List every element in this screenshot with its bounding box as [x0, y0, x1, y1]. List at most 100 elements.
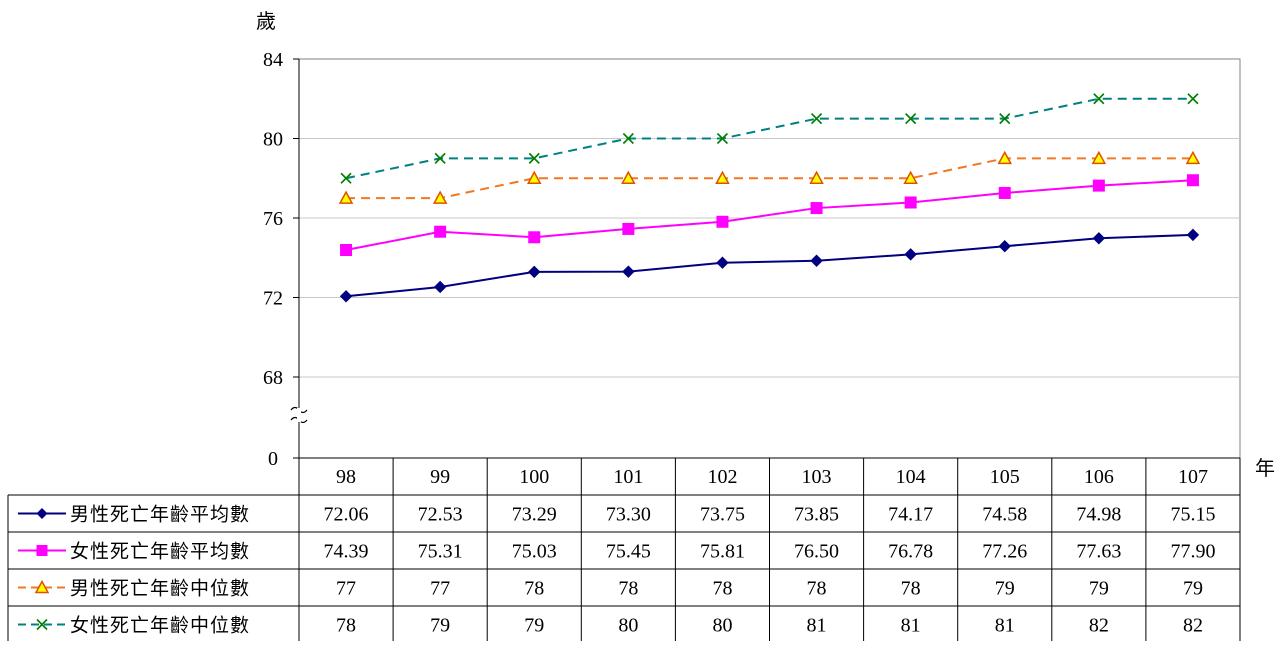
data-label: 78: [524, 578, 544, 600]
y-tick-label: 84: [263, 49, 283, 71]
series-3-point-8: [1093, 93, 1105, 105]
series-0-point-4: [716, 256, 729, 269]
data-label: 79: [995, 578, 1015, 600]
series-1-point-4: [716, 215, 729, 228]
series-0-point-5: [810, 254, 823, 267]
series-0-point-6: [904, 248, 917, 261]
series-line-2: [346, 157, 1193, 200]
series-0-point-0: [339, 290, 353, 303]
data-label: 75.45: [606, 541, 651, 563]
y-axis-unit-label: 歲: [256, 10, 276, 33]
legend-series-name: 男性死亡年齡平均數: [70, 504, 250, 526]
data-label: 79: [1089, 578, 1109, 600]
data-label: 73.30: [606, 504, 651, 526]
legend-key-marker-0: [36, 508, 48, 519]
data-label: 81: [995, 615, 1015, 637]
series-2-point-1: [432, 190, 448, 204]
series-2-point-2: [526, 170, 542, 184]
data-label: 77.90: [1170, 541, 1215, 563]
data-label: 81: [901, 615, 921, 637]
series-3-point-7: [999, 113, 1011, 125]
series-2-point-6: [903, 170, 918, 184]
series-3-point-1: [434, 152, 446, 164]
series-0-point-7: [998, 240, 1011, 253]
axis-break-gap: [297, 408, 301, 422]
data-label: 74.58: [982, 504, 1027, 526]
x-category-label: 101: [613, 466, 643, 488]
data-label: 77: [430, 578, 450, 600]
x-category-label: 104: [896, 466, 926, 488]
data-label: 78: [336, 615, 356, 637]
series-3-point-8-glyph: [1093, 93, 1105, 105]
data-label: 75.15: [1170, 504, 1215, 526]
series-1-point-1: [434, 225, 447, 238]
series-3-point-0-glyph: [340, 172, 352, 184]
series-line-3: [345, 97, 1193, 180]
x-category-label: 103: [802, 466, 832, 488]
series-3-point-3-glyph: [622, 132, 634, 145]
x-category-label: 98: [336, 466, 356, 488]
x-category-label: 100: [519, 466, 549, 488]
series-3-point-7-glyph: [999, 113, 1011, 125]
series-2-point-8: [1091, 150, 1107, 165]
data-label: 82: [1183, 615, 1203, 637]
data-label: 76.78: [888, 541, 933, 563]
data-label: 78: [712, 578, 732, 600]
series-1-point-8: [1092, 179, 1105, 192]
data-label: 77: [336, 578, 356, 600]
legend-series-name: 女性死亡年齡中位數: [70, 615, 250, 637]
data-label: 78: [901, 578, 921, 600]
series-0-point-8: [1092, 232, 1106, 245]
data-label: 77.63: [1076, 541, 1121, 563]
data-label: 78: [618, 578, 638, 600]
series-3-point-6: [905, 113, 917, 125]
series-3-point-5-glyph: [810, 113, 823, 125]
x-category-label: 99: [430, 466, 450, 488]
plot-area-frame: [298, 58, 1241, 459]
series-2-point-7: [997, 150, 1013, 165]
series-line-1: [345, 179, 1194, 251]
data-label: 80: [712, 615, 732, 637]
series-2-point-3: [621, 170, 636, 184]
y-tick-label: 80: [263, 129, 283, 151]
series-0-point-9: [1186, 228, 1200, 242]
data-label: 75.03: [512, 541, 557, 563]
x-category-label: 107: [1178, 466, 1208, 488]
data-label: 82: [1089, 615, 1109, 637]
legend-series-name: 女性死亡年齡平均數: [70, 541, 250, 563]
x-axis-unit-label: 年: [1255, 457, 1275, 480]
data-label: 79: [430, 615, 450, 637]
y-tick-label: 0: [268, 448, 278, 470]
data-label: 73.29: [512, 504, 557, 526]
data-label: 75.81: [700, 541, 745, 563]
legend-series-name: 男性死亡年齡中位數: [70, 578, 250, 600]
series-3-point-4-glyph: [716, 132, 729, 145]
series-2-point-4: [715, 170, 730, 184]
series-1-point-9: [1186, 174, 1199, 187]
y-tick-label: 68: [263, 367, 283, 389]
data-label: 73.75: [700, 504, 745, 526]
series-0-point-3: [622, 265, 635, 278]
series-line-0: [345, 233, 1193, 298]
data-label: 74.17: [888, 504, 933, 526]
series-3-point-4: [716, 132, 729, 145]
series-1-point-2: [528, 231, 541, 244]
x-category-label: 106: [1084, 466, 1114, 488]
x-category-label: 102: [707, 466, 737, 488]
legend-key-marker-3: [36, 618, 48, 631]
series-1-point-6: [904, 196, 917, 209]
data-label: 72.53: [418, 504, 463, 526]
y-tick-label: 76: [263, 208, 283, 230]
series-1-point-0: [340, 243, 353, 256]
data-label: 80: [618, 615, 638, 637]
data-label: 78: [807, 578, 827, 600]
data-label: 77.26: [982, 541, 1027, 563]
data-label: 81: [807, 615, 827, 637]
series-2-point-9: [1185, 150, 1201, 165]
legend-key-marker-1: [36, 545, 48, 556]
series-2-point-5: [809, 170, 824, 184]
x-category-label: 105: [990, 466, 1020, 488]
series-3-point-1-glyph: [434, 152, 446, 164]
data-label: 73.85: [794, 504, 839, 526]
